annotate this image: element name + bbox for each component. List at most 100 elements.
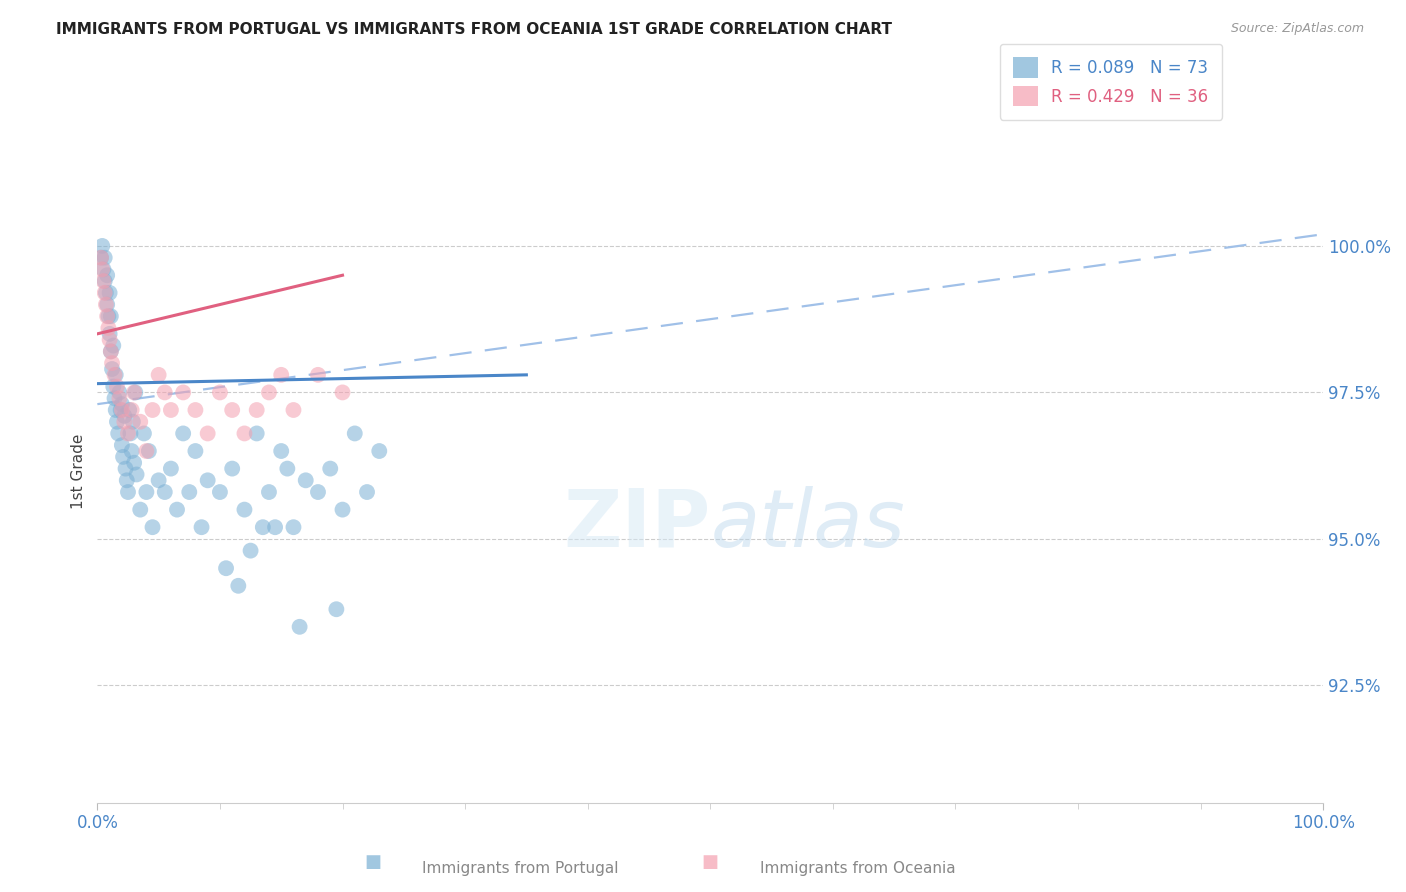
Point	[103, 368, 125, 382]
Point	[111, 403, 134, 417]
Point	[112, 450, 135, 464]
Point	[100, 310, 122, 324]
Point	[343, 426, 366, 441]
Point	[108, 392, 131, 406]
Point	[103, 392, 125, 406]
Point	[122, 415, 145, 429]
Text: Source: ZipAtlas.com: Source: ZipAtlas.com	[1230, 22, 1364, 36]
Point	[96, 310, 118, 324]
Point	[270, 444, 292, 458]
Point	[103, 338, 125, 352]
Point	[112, 415, 135, 429]
Point	[153, 485, 176, 500]
Point	[100, 344, 122, 359]
Point	[283, 403, 305, 417]
Point	[148, 368, 170, 382]
Point	[184, 403, 207, 417]
Point	[115, 473, 138, 487]
Point	[118, 403, 141, 417]
Point	[276, 461, 298, 475]
Point	[184, 444, 207, 458]
Point	[97, 321, 120, 335]
Point	[117, 485, 139, 500]
Point	[122, 385, 145, 400]
Legend: R = 0.089   N = 73, R = 0.429   N = 36: R = 0.089 N = 73, R = 0.429 N = 36	[1000, 44, 1222, 120]
Point	[122, 456, 145, 470]
Point	[233, 502, 256, 516]
Point	[356, 485, 378, 500]
Point	[252, 520, 274, 534]
Point	[307, 485, 329, 500]
Y-axis label: 1st Grade: 1st Grade	[72, 434, 86, 509]
Point	[246, 403, 269, 417]
Point	[257, 385, 280, 400]
Point	[105, 415, 128, 429]
Point	[283, 520, 305, 534]
Point	[93, 251, 115, 265]
Point	[94, 297, 117, 311]
Point	[107, 426, 129, 441]
Point	[101, 362, 124, 376]
Point	[197, 473, 219, 487]
Point	[111, 438, 134, 452]
Point	[332, 502, 354, 516]
Point	[103, 379, 125, 393]
Point	[215, 561, 238, 575]
Point	[307, 368, 329, 382]
Text: atlas: atlas	[710, 485, 905, 564]
Point	[93, 274, 115, 288]
Point	[105, 379, 128, 393]
Point	[160, 403, 183, 417]
Point	[114, 461, 136, 475]
Point	[93, 274, 115, 288]
Point	[135, 444, 157, 458]
Point	[264, 520, 287, 534]
Text: ■: ■	[702, 854, 718, 871]
Point	[90, 251, 112, 265]
Point	[121, 444, 143, 458]
Point	[172, 385, 194, 400]
Point	[160, 461, 183, 475]
Point	[91, 262, 114, 277]
Point	[148, 473, 170, 487]
Point	[129, 415, 152, 429]
Point	[98, 285, 121, 300]
Point	[94, 285, 117, 300]
Point	[246, 426, 269, 441]
Point	[93, 262, 115, 277]
Point	[129, 502, 152, 516]
Point	[221, 403, 243, 417]
Point	[368, 444, 391, 458]
Point	[208, 485, 231, 500]
Point	[93, 285, 115, 300]
Point	[98, 333, 121, 347]
Text: Immigrants from Portugal: Immigrants from Portugal	[422, 861, 619, 876]
Point	[110, 403, 132, 417]
Point	[190, 520, 212, 534]
Text: IMMIGRANTS FROM PORTUGAL VS IMMIGRANTS FROM OCEANIA 1ST GRADE CORRELATION CHART: IMMIGRANTS FROM PORTUGAL VS IMMIGRANTS F…	[56, 22, 893, 37]
Point	[111, 397, 134, 411]
Point	[197, 426, 219, 441]
Point	[325, 602, 347, 616]
Point	[257, 485, 280, 500]
Point	[239, 543, 262, 558]
Point	[132, 426, 155, 441]
Point	[117, 426, 139, 441]
Point	[208, 385, 231, 400]
Point	[166, 502, 188, 516]
Point	[96, 297, 118, 311]
Point	[104, 403, 127, 417]
Point	[98, 326, 121, 341]
Point	[141, 520, 163, 534]
Point	[270, 368, 292, 382]
Point	[121, 403, 143, 417]
Point	[138, 444, 160, 458]
Point	[141, 403, 163, 417]
Point	[319, 461, 342, 475]
Point	[179, 485, 201, 500]
Point	[332, 385, 354, 400]
Point	[108, 385, 131, 400]
Point	[91, 239, 114, 253]
Point	[226, 579, 249, 593]
Point	[104, 368, 127, 382]
